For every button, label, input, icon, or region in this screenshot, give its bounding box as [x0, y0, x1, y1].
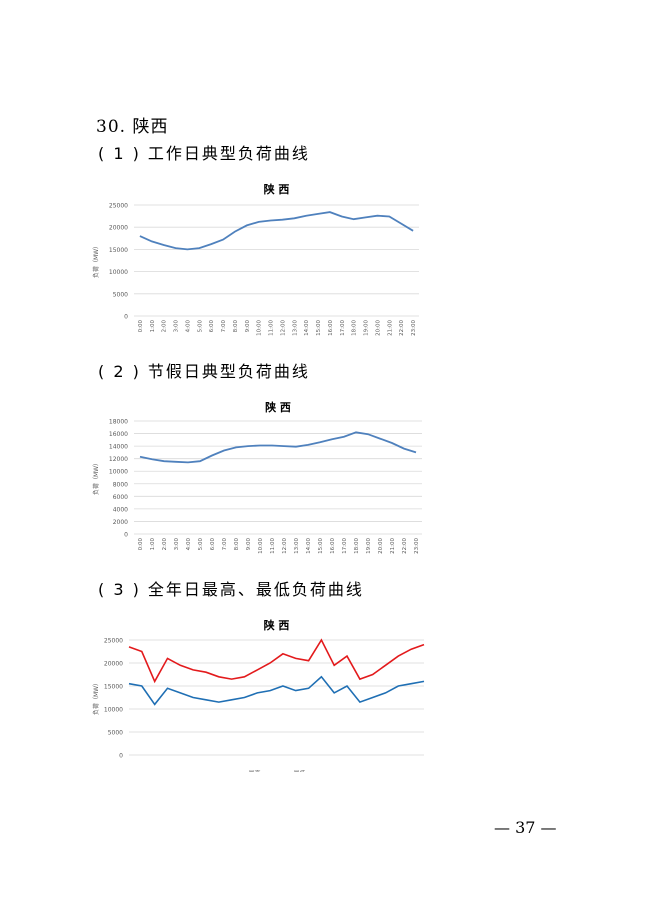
chart-workday: 陕 西 0 5000 10000 15000 20000 25000 负荷（MW） 0:00 1:…: [92, 176, 432, 341]
x-tick-label: 9:00: [246, 538, 252, 551]
x-tick-label: 6:00: [210, 538, 216, 551]
y-tick-label: 20000: [109, 225, 128, 232]
x-tick-label: 14:00: [304, 320, 310, 336]
series-line: [128, 675, 425, 706]
x-tick-label: 4:00: [186, 538, 192, 551]
x-tick-label: 21:00: [390, 538, 396, 554]
x-tick-label: 18:00: [352, 320, 358, 336]
x-tick-label: 19:00: [366, 538, 372, 554]
x-tick-label: 5:00: [197, 320, 203, 333]
x-tick-label: 8:00: [234, 538, 240, 551]
x-tick-label: 3:00: [174, 538, 180, 551]
x-tick-label: 21:00: [387, 320, 393, 336]
x-tick-label: 16:00: [330, 538, 336, 554]
chart-title: 陕 西: [264, 182, 290, 196]
x-tick-label: 9:00: [245, 320, 251, 333]
subheading-workday: ( 1 ) 工作日典型负荷曲线: [98, 144, 310, 163]
y-tick-label: 16000: [109, 431, 128, 438]
y-tick-label: 12000: [109, 456, 128, 463]
series-line: [139, 431, 417, 464]
y-tick-label: 10000: [104, 707, 123, 714]
x-tick-label: 12:00: [282, 538, 288, 554]
y-tick-label: 15000: [109, 247, 128, 254]
y-tick-label: 5000: [108, 730, 123, 737]
x-tick-label: 4:00: [185, 320, 191, 333]
chart-annual-svg: 陕 西0500010000150002000025000负荷（MW）1月1日3月…: [92, 618, 425, 773]
x-tick-label: 0:00: [138, 320, 144, 333]
y-tick-label: 5000: [113, 291, 128, 298]
x-tick-label: 10:00: [257, 320, 263, 336]
y-tick-label: 0: [124, 532, 128, 539]
x-tick-label: 19:00: [364, 320, 370, 336]
y-tick-label: 15000: [104, 684, 123, 691]
x-tick-label: 6:00: [209, 320, 215, 333]
y-tick-label: 20000: [104, 661, 123, 668]
series-line: [128, 638, 425, 684]
x-tick-label: 11:00: [269, 320, 275, 336]
y-axis-label: 负荷（MW）: [92, 243, 100, 278]
x-tick-label: 5:00: [198, 538, 204, 551]
x-tick-label: 20:00: [375, 320, 381, 336]
y-tick-label: 0: [124, 314, 128, 321]
x-tick-label: 22:00: [399, 320, 405, 336]
x-tick-label: 16:00: [328, 320, 334, 336]
x-tick-label: 14:00: [306, 538, 312, 554]
x-tick-label: 12:00: [280, 320, 286, 336]
y-tick-label: 25000: [109, 203, 128, 210]
chart-holiday: 陕 西 0 2000 4000 6000 8000 10000 12000 14000 16000…: [92, 394, 432, 559]
legend-label: 最高: [249, 770, 261, 773]
y-tick-label: 2000: [113, 519, 128, 526]
x-tick-label: 0:00: [138, 538, 144, 551]
y-tick-label: 18000: [109, 419, 128, 426]
x-tick-label: 13:00: [294, 538, 300, 554]
y-axis-label: 负荷（MW）: [92, 460, 100, 495]
section-title: 30. 陕西: [96, 117, 169, 137]
chart-title: 陕 西: [264, 618, 290, 632]
x-tick-label: 2:00: [162, 320, 168, 333]
chart-annual: 陕 西0500010000150002000025000负荷（MW）1月1日3月…: [92, 612, 432, 772]
x-tick-label: 23:00: [411, 320, 417, 336]
x-tick-label: 13:00: [292, 320, 298, 336]
y-tick-label: 14000: [109, 444, 128, 451]
y-axis-label: 负荷（MW）: [92, 680, 100, 715]
x-tick-label: 2:00: [162, 538, 168, 551]
chart-holiday-svg: 陕 西 0 2000 4000 6000 8000 10000 12000 14000 16000…: [92, 400, 422, 554]
x-tick-label: 1:00: [150, 320, 156, 333]
subheading-annual: ( 3 ) 全年日最高、最低负荷曲线: [98, 580, 364, 599]
x-tick-label: 7:00: [222, 538, 228, 551]
subheading-holiday: ( 2 ) 节假日典型负荷曲线: [98, 362, 310, 381]
y-tick-label: 10000: [109, 269, 128, 276]
y-tick-label: 10000: [109, 469, 128, 476]
x-tick-label: 15:00: [318, 538, 324, 554]
x-tick-label: 23:00: [414, 538, 420, 554]
chart-workday-svg: 陕 西 0 5000 10000 15000 20000 25000 负荷（MW） 0:00 1:…: [92, 182, 419, 336]
y-tick-label: 25000: [104, 638, 123, 645]
y-tick-label: 0: [119, 753, 123, 760]
legend-label: 最低: [294, 770, 306, 773]
y-tick-label: 4000: [113, 506, 128, 513]
page-number: — 37 —: [494, 818, 557, 837]
series-line: [139, 211, 414, 251]
x-tick-label: 17:00: [342, 538, 348, 554]
x-tick-label: 20:00: [378, 538, 384, 554]
x-tick-label: 8:00: [233, 320, 239, 333]
x-tick-label: 17:00: [340, 320, 346, 336]
x-tick-label: 22:00: [402, 538, 408, 554]
y-tick-label: 6000: [113, 494, 128, 501]
x-tick-label: 11:00: [270, 538, 276, 554]
x-tick-label: 7:00: [221, 320, 227, 333]
x-tick-label: 3:00: [174, 320, 180, 333]
x-tick-label: 18:00: [354, 538, 360, 554]
x-tick-label: 1:00: [150, 538, 156, 551]
x-tick-label: 10:00: [258, 538, 264, 554]
x-tick-label: 15:00: [316, 320, 322, 336]
y-tick-label: 8000: [113, 481, 128, 488]
chart-title: 陕 西: [265, 400, 291, 414]
